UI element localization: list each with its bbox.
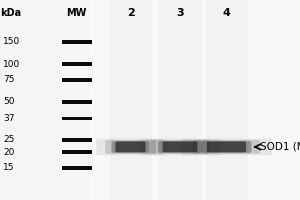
Bar (61, 166, 92, 170)
Text: 4: 4 (223, 8, 230, 18)
Text: 3: 3 (176, 8, 184, 18)
Bar (61, 138, 92, 142)
FancyBboxPatch shape (207, 141, 246, 152)
Text: 2: 2 (127, 8, 134, 18)
FancyBboxPatch shape (140, 139, 220, 155)
Text: kDa: kDa (0, 8, 21, 18)
FancyBboxPatch shape (105, 140, 156, 154)
FancyBboxPatch shape (96, 139, 165, 155)
Text: 100: 100 (3, 60, 20, 69)
Text: 20: 20 (3, 148, 14, 157)
Bar (90, 0, 300, 200)
Text: 15: 15 (3, 163, 14, 172)
Bar (61, 78, 92, 82)
FancyBboxPatch shape (193, 140, 260, 154)
Text: 150: 150 (3, 37, 20, 46)
Bar (61, 150, 92, 154)
Bar (61, 40, 92, 44)
Text: 75: 75 (3, 75, 14, 84)
FancyBboxPatch shape (151, 140, 209, 154)
FancyBboxPatch shape (112, 141, 149, 153)
Text: 25: 25 (3, 135, 14, 144)
Text: SOD1 (Mn): SOD1 (Mn) (260, 142, 300, 152)
Text: MW: MW (66, 8, 87, 18)
FancyBboxPatch shape (116, 141, 146, 152)
Bar (110, 0, 152, 200)
Text: 37: 37 (3, 114, 14, 123)
Bar (61, 62, 92, 66)
FancyBboxPatch shape (158, 141, 202, 153)
Bar (206, 0, 248, 200)
FancyBboxPatch shape (181, 139, 272, 155)
FancyBboxPatch shape (202, 141, 251, 153)
FancyBboxPatch shape (163, 141, 197, 152)
Bar (61, 117, 92, 120)
Bar (61, 100, 92, 104)
Text: 50: 50 (3, 98, 14, 106)
Bar (159, 0, 201, 200)
